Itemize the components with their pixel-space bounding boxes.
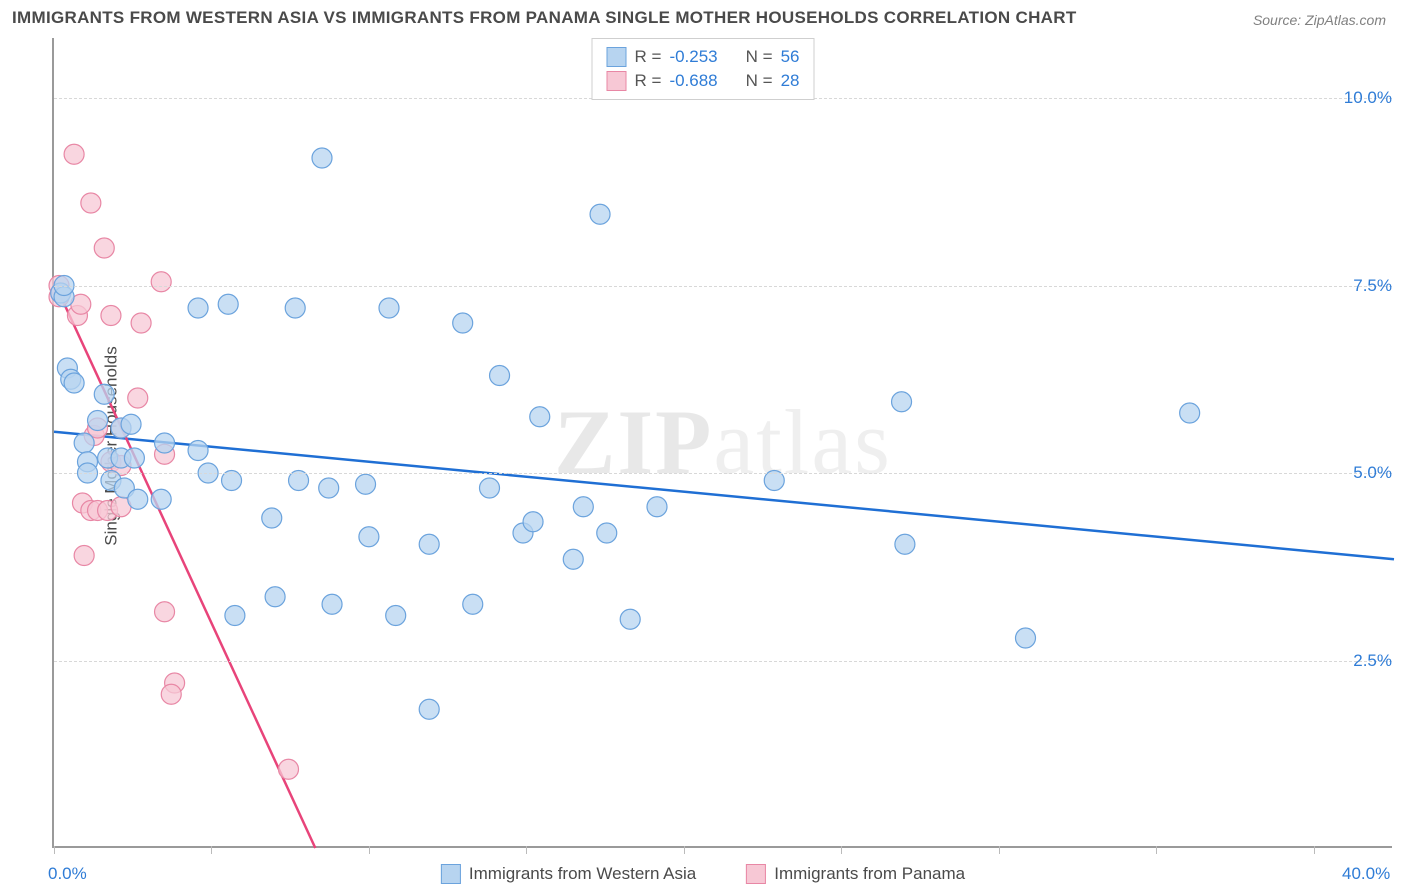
data-point-western_asia: [892, 392, 912, 412]
data-point-panama: [128, 388, 148, 408]
data-point-panama: [151, 272, 171, 292]
x-axis-tick: [211, 846, 212, 854]
gridline-horizontal: [54, 661, 1392, 662]
plot-svg: [54, 38, 1392, 846]
y-tick-label: 2.5%: [1353, 651, 1392, 671]
data-point-western_asia: [453, 313, 473, 333]
stats-n-value: 56: [781, 47, 800, 67]
data-point-western_asia: [155, 433, 175, 453]
data-point-panama: [64, 144, 84, 164]
y-tick-label: 10.0%: [1344, 88, 1392, 108]
gridline-horizontal: [54, 473, 1392, 474]
data-point-panama: [161, 684, 181, 704]
stats-n-label: N =: [746, 47, 773, 67]
legend-item-panama: Immigrants from Panama: [746, 864, 965, 884]
stats-r-label: R =: [635, 47, 662, 67]
data-point-western_asia: [563, 549, 583, 569]
x-axis-tick: [526, 846, 527, 854]
data-point-western_asia: [523, 512, 543, 532]
stats-n-value: 28: [781, 71, 800, 91]
x-axis-tick: [54, 846, 55, 854]
data-point-western_asia: [151, 489, 171, 509]
data-point-western_asia: [88, 411, 108, 431]
stats-row: R = -0.253 N = 56: [607, 45, 800, 69]
stats-n-label: N =: [746, 71, 773, 91]
data-point-western_asia: [647, 497, 667, 517]
data-point-western_asia: [573, 497, 593, 517]
x-axis-tick: [1314, 846, 1315, 854]
data-point-western_asia: [74, 433, 94, 453]
data-point-western_asia: [379, 298, 399, 318]
data-point-western_asia: [419, 699, 439, 719]
data-point-western_asia: [225, 606, 245, 626]
data-point-western_asia: [128, 489, 148, 509]
data-point-western_asia: [188, 441, 208, 461]
data-point-western_asia: [419, 534, 439, 554]
data-point-panama: [279, 759, 299, 779]
stats-swatch: [607, 71, 627, 91]
legend-label: Immigrants from Western Asia: [469, 864, 696, 884]
data-point-western_asia: [356, 474, 376, 494]
x-axis-tick: [841, 846, 842, 854]
data-point-western_asia: [322, 594, 342, 614]
data-point-western_asia: [64, 373, 84, 393]
data-point-western_asia: [262, 508, 282, 528]
data-point-western_asia: [188, 298, 208, 318]
data-point-panama: [155, 602, 175, 622]
data-point-western_asia: [359, 527, 379, 547]
data-point-western_asia: [121, 414, 141, 434]
data-point-western_asia: [124, 448, 144, 468]
series-legend: Immigrants from Western Asia Immigrants …: [441, 864, 965, 884]
stats-row: R = -0.688 N = 28: [607, 69, 800, 93]
gridline-horizontal: [54, 286, 1392, 287]
data-point-western_asia: [319, 478, 339, 498]
stats-r-value: -0.688: [669, 71, 717, 91]
data-point-panama: [94, 238, 114, 258]
data-point-western_asia: [94, 384, 114, 404]
data-point-western_asia: [1016, 628, 1036, 648]
data-point-western_asia: [490, 366, 510, 386]
data-point-western_asia: [386, 606, 406, 626]
data-point-western_asia: [895, 534, 915, 554]
data-point-western_asia: [285, 298, 305, 318]
legend-swatch: [441, 864, 461, 884]
trend-line-western_asia: [54, 432, 1394, 560]
data-point-western_asia: [597, 523, 617, 543]
data-point-panama: [131, 313, 151, 333]
data-point-panama: [101, 306, 121, 326]
legend-item-western-asia: Immigrants from Western Asia: [441, 864, 696, 884]
data-point-western_asia: [530, 407, 550, 427]
data-point-western_asia: [590, 204, 610, 224]
stats-r-value: -0.253: [669, 47, 717, 67]
legend-label: Immigrants from Panama: [774, 864, 965, 884]
data-point-western_asia: [265, 587, 285, 607]
data-point-western_asia: [480, 478, 500, 498]
x-axis-tick: [369, 846, 370, 854]
data-point-western_asia: [218, 294, 238, 314]
data-point-western_asia: [463, 594, 483, 614]
x-axis-tick: [999, 846, 1000, 854]
data-point-panama: [81, 193, 101, 213]
y-tick-label: 5.0%: [1353, 463, 1392, 483]
stats-swatch: [607, 47, 627, 67]
x-tick-label-min: 0.0%: [48, 864, 87, 884]
stats-r-label: R =: [635, 71, 662, 91]
source-attribution: Source: ZipAtlas.com: [1253, 12, 1386, 28]
stats-legend-box: R = -0.253 N = 56 R = -0.688 N = 28: [592, 38, 815, 100]
trend-line-panama: [54, 282, 315, 848]
data-point-western_asia: [312, 148, 332, 168]
plot-area: ZIPatlas: [52, 38, 1392, 848]
data-point-panama: [74, 546, 94, 566]
x-tick-label-max: 40.0%: [1342, 864, 1390, 884]
data-point-western_asia: [620, 609, 640, 629]
y-tick-label: 7.5%: [1353, 276, 1392, 296]
data-point-western_asia: [1180, 403, 1200, 423]
legend-swatch: [746, 864, 766, 884]
x-axis-tick: [1156, 846, 1157, 854]
chart-title: IMMIGRANTS FROM WESTERN ASIA VS IMMIGRAN…: [12, 8, 1077, 28]
x-axis-tick: [684, 846, 685, 854]
